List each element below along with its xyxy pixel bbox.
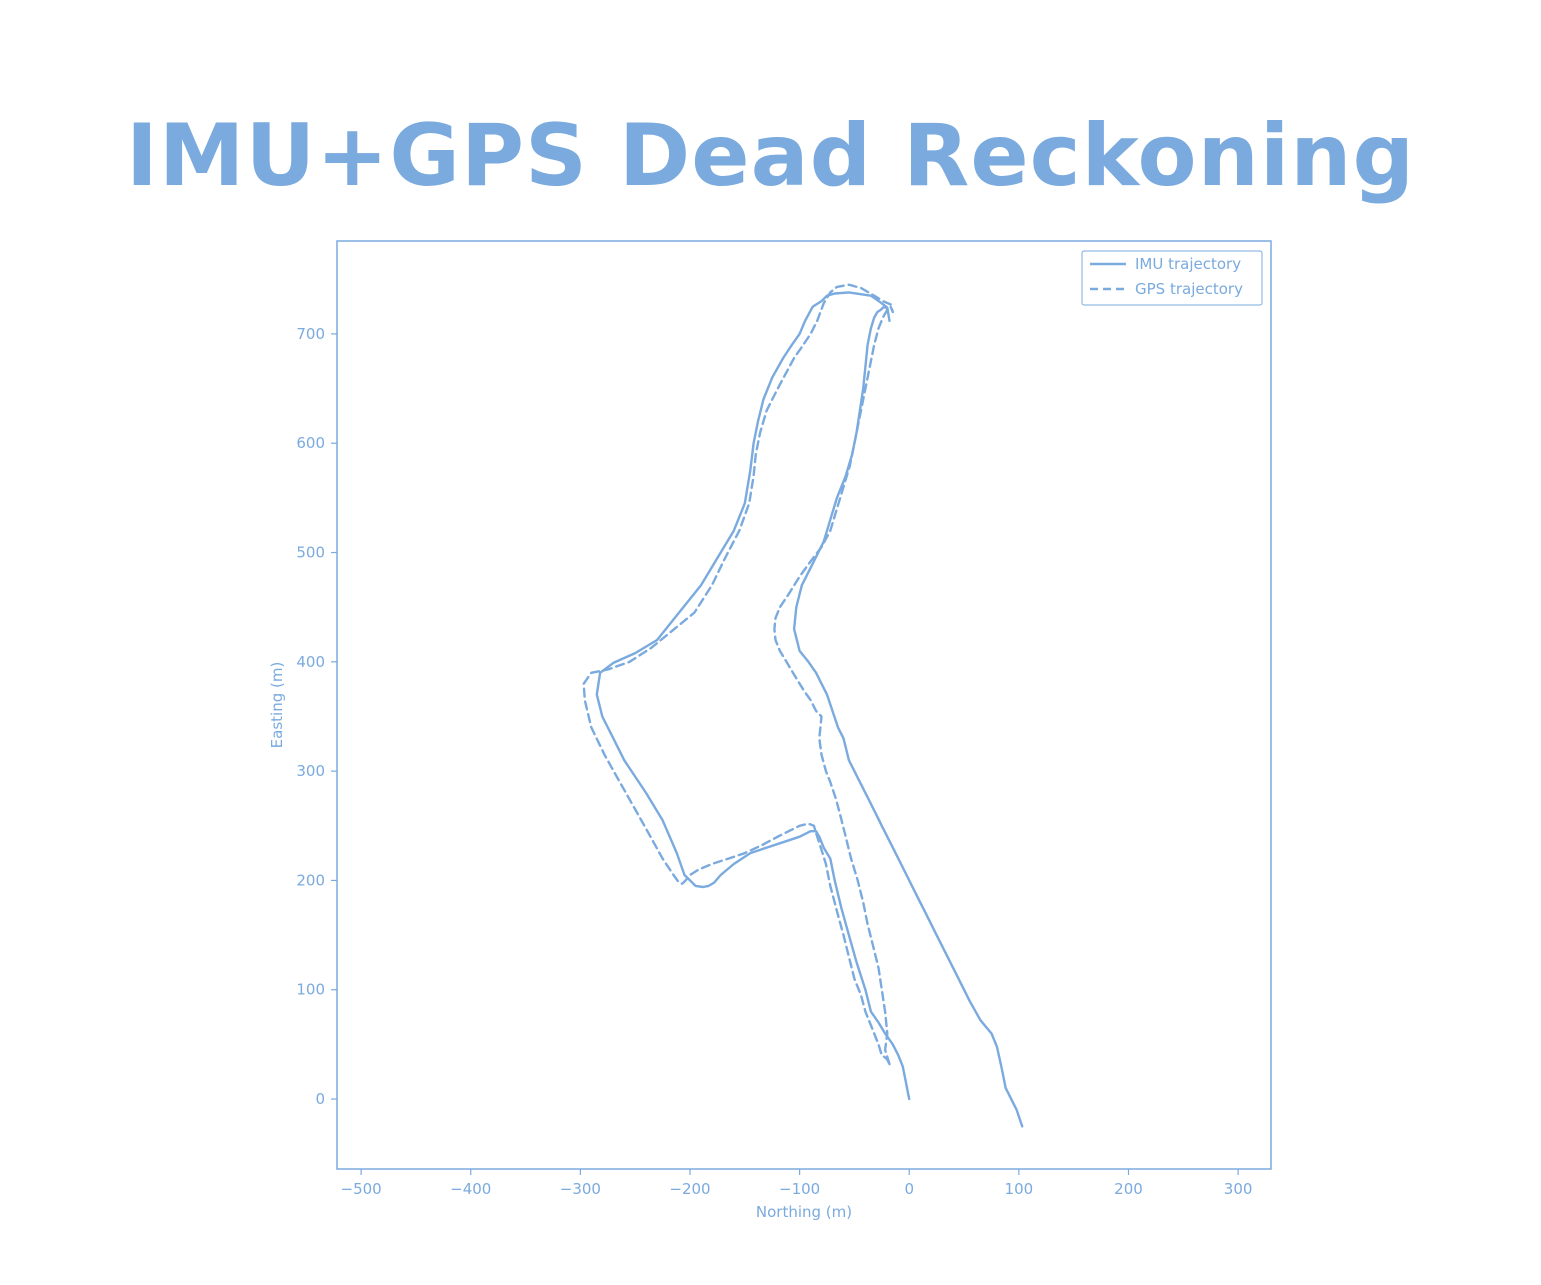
legend: IMU trajectory GPS trajectory <box>1081 250 1263 306</box>
x-tick-label: −100 <box>779 1180 820 1198</box>
plot-area <box>336 240 1272 1170</box>
y-tick-label: 0 <box>315 1090 325 1108</box>
x-tick-label: −400 <box>450 1180 491 1198</box>
x-tick-label: −200 <box>669 1180 710 1198</box>
x-tick-label: −500 <box>341 1180 382 1198</box>
x-axis-label: Northing (m) <box>756 1203 852 1221</box>
legend-label: GPS trajectory <box>1135 280 1243 298</box>
legend-label: IMU trajectory <box>1135 255 1241 273</box>
y-tick-label: 300 <box>296 762 325 780</box>
series-layer <box>582 283 1024 1128</box>
y-axis-label: Easting (m) <box>268 662 286 749</box>
x-tick-label: 100 <box>1005 1180 1034 1198</box>
y-tick-label: 700 <box>296 325 325 343</box>
x-axis: −500 −400 −300 −200 −100 0 100 200 300 <box>341 1169 1253 1198</box>
plot-border <box>336 240 1272 1170</box>
legend-box <box>1081 250 1263 306</box>
y-tick-label: 100 <box>296 981 325 999</box>
series-line-imu <box>595 291 1024 1128</box>
x-tick-label: 200 <box>1114 1180 1143 1198</box>
y-tick-label: 400 <box>296 653 325 671</box>
page-title: IMU+GPS Dead Reckoning <box>125 106 1416 206</box>
x-tick-label: −300 <box>560 1180 601 1198</box>
x-tick-label: 0 <box>904 1180 914 1198</box>
y-tick-label: 200 <box>296 871 325 889</box>
y-tick-label: 500 <box>296 544 325 562</box>
series-line-gps <box>582 283 894 1066</box>
y-tick-label: 600 <box>296 434 325 452</box>
y-axis: 0 100 200 300 400 500 600 700 <box>296 325 337 1108</box>
x-tick-label: 300 <box>1224 1180 1253 1198</box>
